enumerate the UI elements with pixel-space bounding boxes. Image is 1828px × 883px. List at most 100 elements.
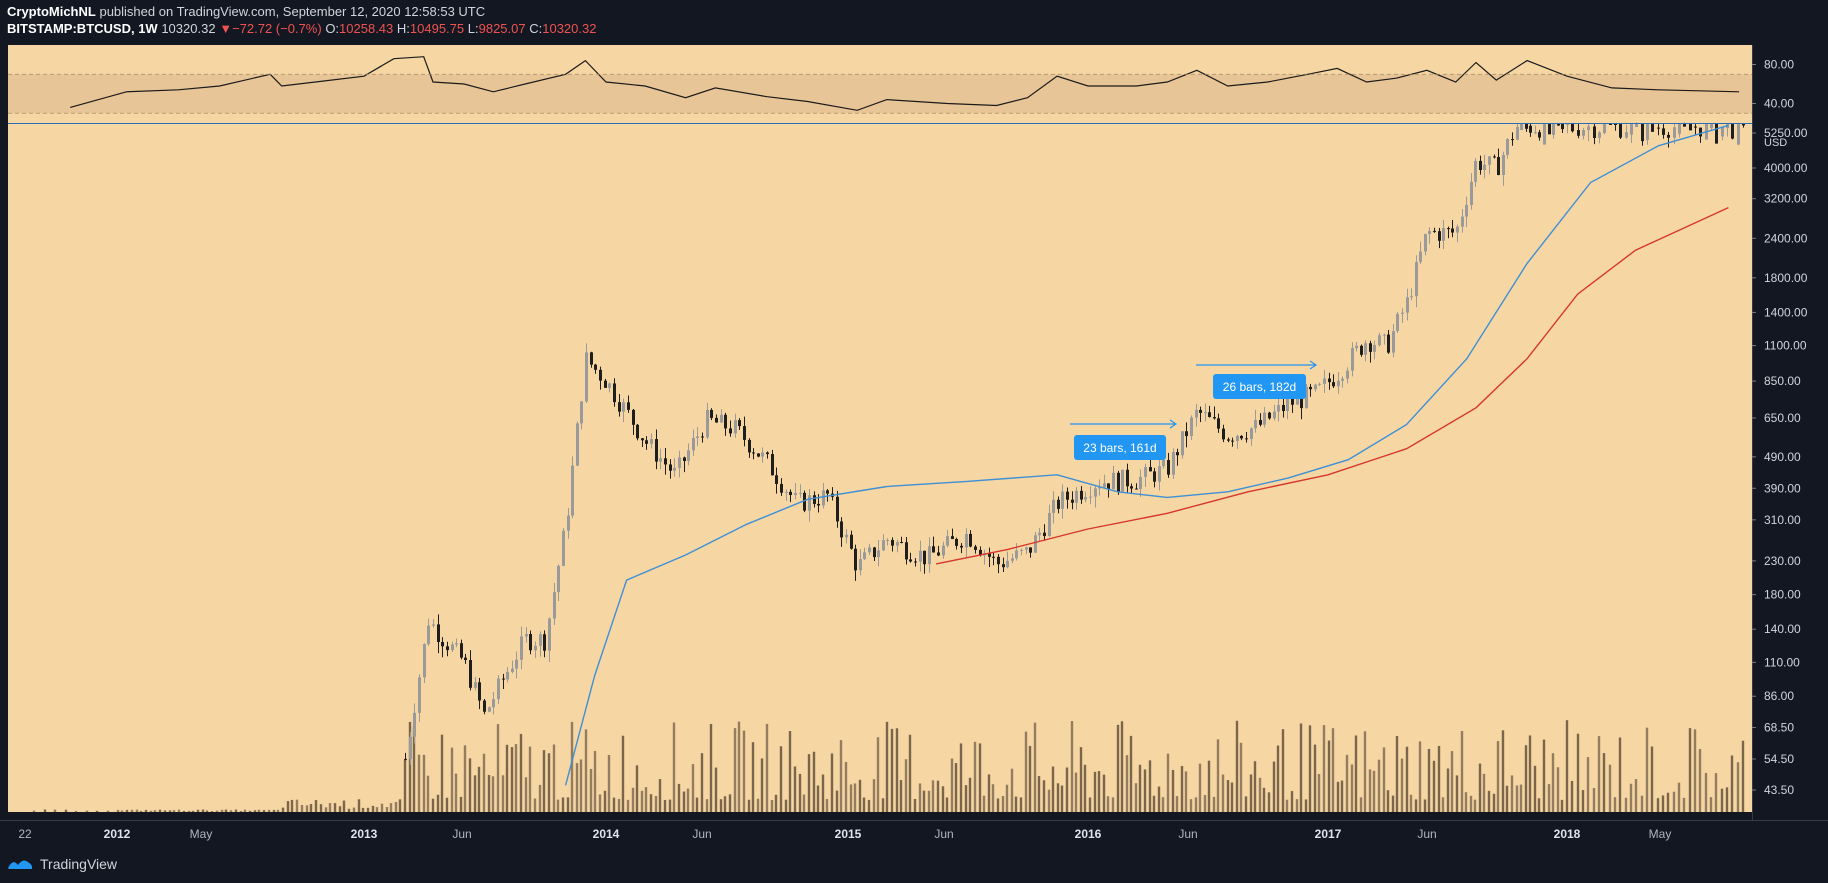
symbol-label[interactable]: BITSTAMP:BTCUSD, 1W: [7, 21, 158, 36]
candle-body: [413, 712, 416, 737]
high-label: H:: [396, 21, 410, 36]
volume-bar: [1405, 746, 1409, 812]
price-tick-label: 4000.00: [1764, 161, 1808, 175]
volume-bar: [1725, 787, 1729, 812]
candle-body: [914, 561, 917, 563]
volume-bar: [125, 809, 129, 812]
candle-body: [1296, 396, 1299, 405]
candle-body: [1710, 124, 1713, 129]
candle-body: [780, 483, 783, 493]
candle-body: [1442, 228, 1445, 241]
volume-bar: [394, 801, 398, 812]
candle-body: [553, 592, 556, 619]
candle-body: [1577, 130, 1580, 136]
candle-body: [525, 634, 528, 637]
candle-body: [1465, 204, 1468, 217]
volume-bar: [1581, 790, 1585, 812]
candle-body: [1094, 488, 1097, 497]
candle-body: [664, 458, 667, 465]
candle-body: [669, 464, 672, 471]
range-label-box[interactable]: [1213, 374, 1306, 399]
candle-body: [1635, 124, 1638, 127]
candle-body: [955, 538, 958, 546]
candle-body: [969, 533, 972, 547]
candle-body: [1373, 345, 1376, 352]
footer-brand[interactable]: TradingView: [40, 856, 118, 872]
volume-bar: [1656, 798, 1660, 812]
candle-body: [1346, 370, 1349, 379]
candle-body: [673, 467, 676, 471]
volume-bar: [1597, 736, 1601, 812]
volume-bar: [477, 766, 481, 812]
candle-body: [511, 668, 514, 672]
volume-bar: [1418, 741, 1422, 812]
volume-bar: [881, 798, 885, 812]
candle-body: [1447, 228, 1450, 230]
candle-body: [1222, 428, 1225, 440]
volume-bar: [295, 799, 299, 812]
volume-bar: [890, 728, 894, 812]
volume-bar: [290, 799, 294, 812]
volume-bar: [709, 723, 713, 812]
volume-bar: [333, 803, 337, 812]
candle-body: [543, 634, 546, 651]
volume-bar: [603, 790, 607, 812]
candle-body: [497, 678, 500, 700]
volume-bar: [566, 797, 570, 812]
candle-body: [1139, 476, 1142, 490]
candle-body: [1582, 130, 1585, 136]
volume-bar: [626, 799, 630, 812]
candle-body: [1351, 348, 1354, 371]
arrow-head-icon: [1309, 360, 1318, 370]
volume-bar: [682, 791, 686, 812]
volume-bar: [239, 810, 243, 812]
volume-bar: [1083, 764, 1087, 812]
time-tick-label: Jun: [452, 827, 471, 841]
rsi-band: [8, 74, 1752, 114]
volume-bar: [658, 779, 662, 812]
author-name[interactable]: CryptoMichNL: [7, 4, 96, 19]
volume-bar: [672, 722, 676, 812]
candle-body: [590, 352, 593, 365]
candle-body: [951, 536, 954, 539]
candle-body: [909, 559, 912, 562]
candle-body: [1181, 431, 1184, 456]
volume-bar: [978, 743, 982, 812]
candle-body: [1309, 386, 1312, 390]
high-value: 10495.75: [409, 21, 465, 36]
volume-bar: [954, 763, 958, 812]
volume-bar: [959, 743, 963, 812]
candle-body: [608, 383, 611, 388]
volume-bar: [719, 799, 723, 812]
volume-bar: [1079, 747, 1083, 812]
volume-bar: [487, 774, 491, 812]
volume-bar: [853, 783, 857, 812]
price-pane[interactable]: [8, 124, 1752, 812]
candle-body: [1195, 409, 1198, 418]
candle-body: [1721, 126, 1724, 137]
volume-bar: [779, 746, 783, 812]
volume-bar: [196, 809, 200, 812]
volume-bar: [830, 753, 834, 812]
candle-body: [1731, 124, 1734, 139]
volume-bar: [1464, 792, 1468, 812]
price-tick-label: 310.00: [1764, 513, 1801, 527]
rsi-tick-label: 80.00: [1764, 58, 1794, 72]
volume-bar: [267, 809, 271, 812]
candle-body: [761, 452, 764, 457]
volume-bar: [784, 799, 788, 812]
range-label-box[interactable]: [1074, 435, 1166, 460]
candle-body: [859, 559, 862, 571]
volume-bar: [1736, 762, 1740, 812]
candle-body: [418, 677, 421, 713]
candle-body: [1630, 124, 1633, 135]
candle-body: [1552, 124, 1555, 135]
range-label-text: 26 bars, 182d: [1223, 380, 1296, 394]
time-tick-label: Jun: [692, 827, 711, 841]
volume-bar: [1586, 757, 1590, 812]
tradingview-logo-icon[interactable]: [6, 856, 34, 872]
price-axis[interactable]: [1752, 45, 1828, 812]
candle-body: [1020, 549, 1023, 551]
candle-body: [775, 475, 778, 484]
